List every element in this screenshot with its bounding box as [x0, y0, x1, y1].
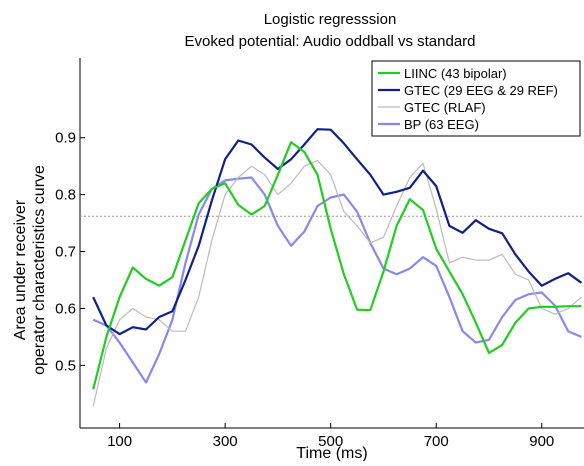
y-tick-label: 0.9 [55, 130, 76, 147]
y-tick-label: 0.7 [55, 244, 76, 261]
y-tick-label: 0.8 [55, 187, 76, 204]
x-tick-label: 500 [318, 433, 343, 450]
x-tick-label: 100 [107, 433, 132, 450]
plot-area: 100 300 500 700 900 0.5 0.6 0.7 0.8 0.9 [55, 58, 584, 450]
legend-label-1: GTEC (29 EEG & 29 REF) [404, 83, 558, 98]
x-axis-label: Time (ms) [296, 445, 367, 461]
legend-box [371, 60, 581, 137]
legend-label-3: BP (63 EEG) [404, 117, 479, 132]
series-line-3 [92, 176, 582, 384]
series-line-2 [92, 159, 582, 407]
legend-label-2: GTEC (RLAF) [404, 100, 486, 115]
y-tick-label: 0.5 [55, 357, 76, 374]
legend: LIINC (43 bipolar) GTEC (29 EEG & 29 REF)… [371, 60, 581, 137]
x-tick-label: 900 [529, 433, 554, 450]
series-line-0 [92, 141, 582, 390]
x-tick-label: 300 [213, 433, 238, 450]
chart-title: Logistic regresssion [264, 11, 397, 28]
y-tick-label: 0.6 [55, 300, 76, 317]
y-axis-label-line2: operator characteristics curve [31, 165, 48, 375]
chart-subtitle: Evoked potential: Audio oddball vs stand… [184, 33, 475, 50]
y-axis-label-line1: Area under receiver [12, 199, 29, 340]
series-line-1 [92, 128, 583, 336]
legend-label-0: LIINC (43 bipolar) [404, 66, 507, 81]
x-tick-label: 700 [424, 433, 449, 450]
